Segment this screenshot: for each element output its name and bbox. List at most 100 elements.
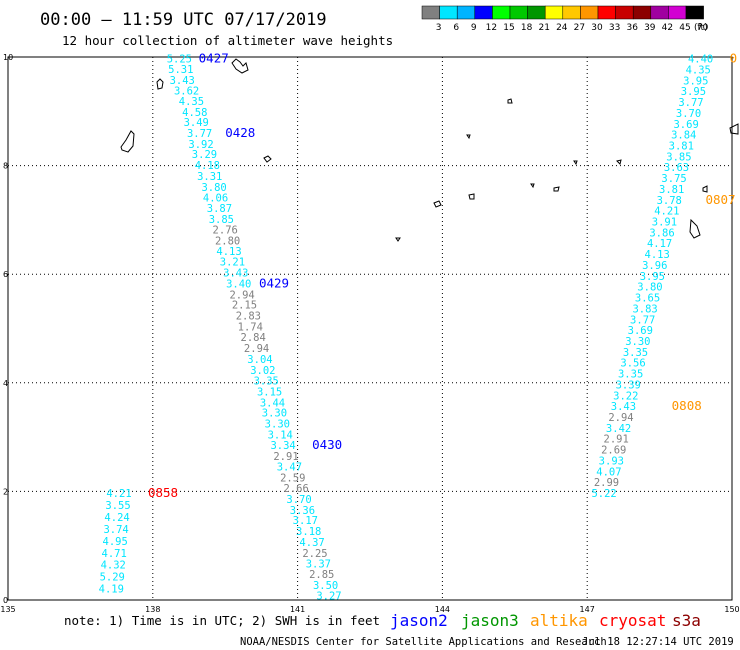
island-palau <box>120 130 135 153</box>
swh-observation: 2.80 <box>215 236 240 248</box>
swh-observation: 4.71 <box>102 548 127 560</box>
swh-observation: 2.66 <box>284 483 309 495</box>
swh-observation: 3.30 <box>265 419 290 431</box>
latitude-tick-label: 10 <box>3 53 13 62</box>
swh-observation: 2.94 <box>244 343 269 355</box>
footer-timestamp: Jul 18 12:27:14 UTC 2019 <box>582 636 734 648</box>
legend-swatch <box>492 5 511 20</box>
swh-observation: 3.34 <box>270 440 295 452</box>
island-ngulu <box>156 78 164 90</box>
swh-observation: 3.78 <box>657 195 682 207</box>
swh-observation: 3.96 <box>642 260 667 272</box>
swh-observation: 4.21 <box>654 206 679 218</box>
swh-observation: 3.69 <box>628 325 653 337</box>
island-pikelot <box>573 160 578 166</box>
swh-observation: 3.39 <box>616 379 641 391</box>
swh-observation: 3.70 <box>286 494 311 506</box>
legend-swatch <box>650 5 669 20</box>
swh-observation: 3.30 <box>262 408 287 420</box>
swh-observation: 3.35 <box>618 369 643 381</box>
swh-observation: 3.75 <box>661 173 686 185</box>
swh-observation: 4.24 <box>104 512 129 524</box>
swh-observation: 3.81 <box>669 141 694 153</box>
island-ifalik <box>468 193 475 200</box>
swh-observation: 4.07 <box>596 466 621 478</box>
swh-observation: 4.35 <box>686 64 711 76</box>
swh-observation: 2.59 <box>280 472 305 484</box>
swh-observation: 3.35 <box>254 376 279 388</box>
legend-swatch <box>509 5 528 20</box>
swh-observation: 3.91 <box>652 217 677 229</box>
legend-bin-label: 70 <box>697 23 709 33</box>
longitude-tick-label: 135 <box>0 605 15 614</box>
swh-observation: 3.21 <box>220 257 245 269</box>
legend-bin-label: 15 <box>503 23 514 33</box>
latitude-tick-label: 0 <box>3 596 8 605</box>
island-ulithi <box>263 155 272 163</box>
legend-bin-label: 3 <box>436 23 442 33</box>
swh-observation: 3.95 <box>640 271 665 283</box>
island-woleai <box>433 200 442 208</box>
swh-observation: 3.29 <box>192 149 217 161</box>
note-text: note: 1) Time is in UTC; 2) SWH is in fe… <box>64 613 380 628</box>
longitude-tick-label: 138 <box>145 605 160 614</box>
legend-bin-label: 42 <box>662 23 673 33</box>
swh-observation: 3.14 <box>268 429 293 441</box>
page-title: 00:00 – 11:59 UTC 07/17/2019 <box>40 10 327 30</box>
swh-observation: 4.40 <box>688 54 713 66</box>
legend-swatch <box>685 5 704 20</box>
swh-observation: 3.42 <box>606 423 631 435</box>
pass-time-label: 0427 <box>199 51 229 66</box>
pass-time-label: 0808 <box>672 398 702 413</box>
legend-bin-label: 33 <box>609 23 620 33</box>
track-cryosat: 4.213.554.243.744.954.714.325.294.19 0858 <box>99 485 178 596</box>
longitude-tick-label: 144 <box>435 605 450 614</box>
latitude-tick-label: 8 <box>3 162 8 171</box>
swh-observation: 3.17 <box>293 515 318 527</box>
legend-swatch <box>456 5 476 20</box>
map-gridlines <box>8 57 732 600</box>
swh-observation: 3.35 <box>623 347 648 359</box>
swh-observation: 3.81 <box>659 184 684 196</box>
swh-observation: 3.63 <box>664 162 689 174</box>
island-coastlines <box>120 58 739 242</box>
legend-unit: (ft) <box>694 23 708 33</box>
swh-observation: 4.58 <box>182 107 207 119</box>
island-west-fayu <box>616 159 622 165</box>
legend-bin-label: 18 <box>521 23 533 33</box>
satellite-name-legend: jason2 jason3 altika cryosat s3a <box>390 611 701 630</box>
swh-observation: 3.15 <box>257 386 282 398</box>
swh-observation: 4.21 <box>106 488 131 500</box>
swh-observation: 3.30 <box>625 336 650 348</box>
swh-observation: 3.31 <box>197 171 222 183</box>
swh-observation: 3.37 <box>306 559 331 571</box>
legend-bin-label: 30 <box>591 23 603 33</box>
legend-bin-label: 21 <box>538 23 549 33</box>
swh-observation: 3.43 <box>223 268 248 280</box>
swh-observation: 4.32 <box>101 560 126 572</box>
swh-observation: 3.36 <box>290 505 315 517</box>
swh-observation: 3.27 <box>316 591 341 603</box>
swh-observation: 3.18 <box>296 526 321 538</box>
island-chuuk <box>729 123 739 135</box>
swh-observation: 3.55 <box>105 500 130 512</box>
swh-observation: 3.22 <box>613 390 638 402</box>
swh-observation: 4.06 <box>203 193 228 205</box>
swh-observation: 3.44 <box>260 397 285 409</box>
satellite-name-cryosat: cryosat <box>599 611 666 630</box>
swh-observation: 3.02 <box>250 365 275 377</box>
island-puluwat <box>689 218 701 239</box>
swh-observation: 5.29 <box>100 572 125 584</box>
swh-observation: 3.95 <box>681 86 706 98</box>
pass-time-label: 0428 <box>225 125 255 140</box>
swh-observation: 3.50 <box>313 580 338 592</box>
swh-observation: 2.94 <box>229 289 254 301</box>
swh-observation: 2.83 <box>236 310 261 322</box>
swh-observation: 3.80 <box>637 282 662 294</box>
swh-observation: 3.47 <box>277 461 302 473</box>
swh-observation: 3.43 <box>170 75 195 87</box>
legend-bin-label: 45 <box>679 23 690 33</box>
axis-tick-labels: 135 138 141 144 147 150 0 2 4 6 8 10 <box>0 53 739 614</box>
swh-observation: 2.94 <box>608 412 633 424</box>
footer-credit: NOAA/NESDIS Center for Satellite Applica… <box>240 636 607 648</box>
